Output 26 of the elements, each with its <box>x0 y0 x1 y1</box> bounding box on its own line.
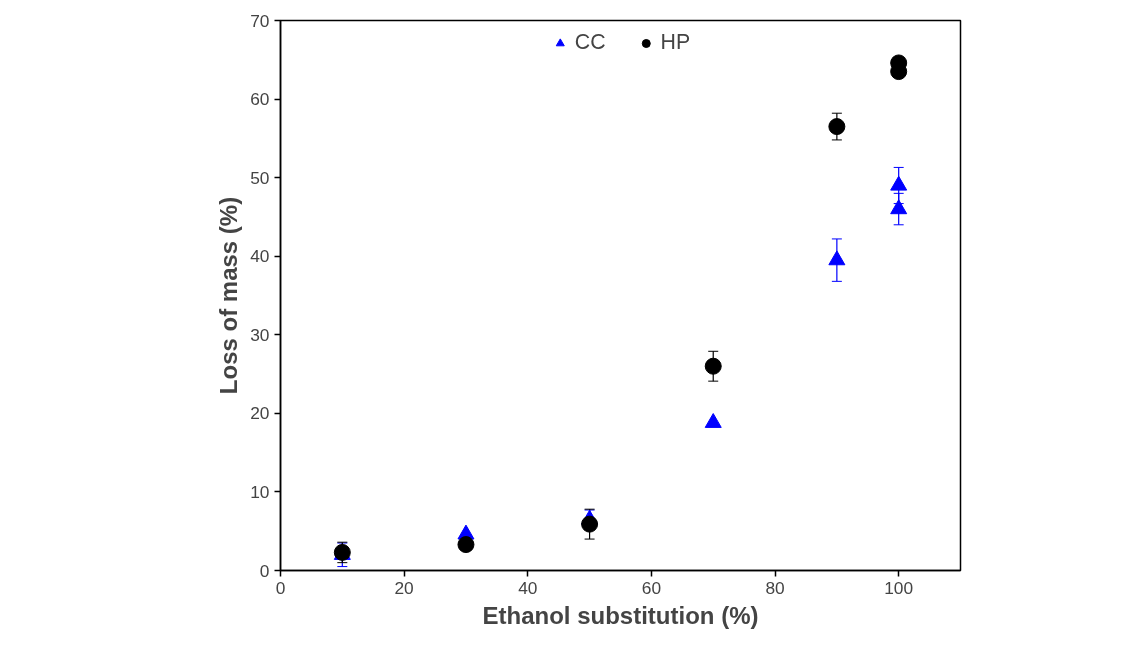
point <box>890 199 908 215</box>
y-tick-label: 0 <box>259 560 270 581</box>
point <box>704 413 722 428</box>
y-tick-label: 20 <box>250 403 270 424</box>
point <box>828 250 846 266</box>
y-axis-title: Loss of mass (%) <box>215 196 243 395</box>
x-tick-label: 40 <box>518 577 538 598</box>
point <box>890 175 908 191</box>
point <box>704 357 722 375</box>
point <box>828 118 846 136</box>
x-axis-title: Ethanol substitution (%) <box>482 601 759 629</box>
y-tick-label: 10 <box>250 481 270 502</box>
y-tick-label: 30 <box>250 324 270 345</box>
x-tick-label: 60 <box>641 577 662 598</box>
x-tick-label: 0 <box>275 577 286 598</box>
point <box>457 536 475 554</box>
x-tick-label: 80 <box>765 577 785 598</box>
y-tick-label: 50 <box>250 167 270 188</box>
point <box>581 515 599 533</box>
legend-label: CC <box>574 30 606 55</box>
x-tick-label: 20 <box>394 577 414 598</box>
y-tick-label: 40 <box>250 246 270 267</box>
legend-label: HP <box>660 30 691 55</box>
x-tick-label: 100 <box>884 577 914 598</box>
y-tick-label: 60 <box>250 89 270 110</box>
y-tick-label: 70 <box>250 10 270 31</box>
